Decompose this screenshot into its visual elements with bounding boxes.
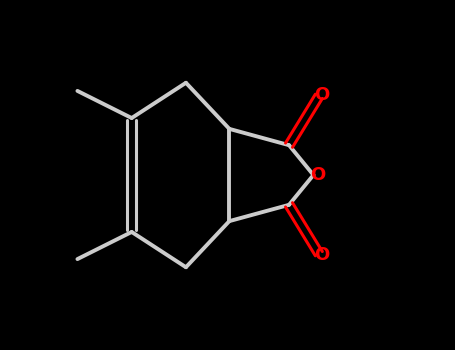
Text: O: O [310, 166, 325, 184]
Text: O: O [314, 86, 329, 104]
Text: O: O [314, 246, 329, 264]
